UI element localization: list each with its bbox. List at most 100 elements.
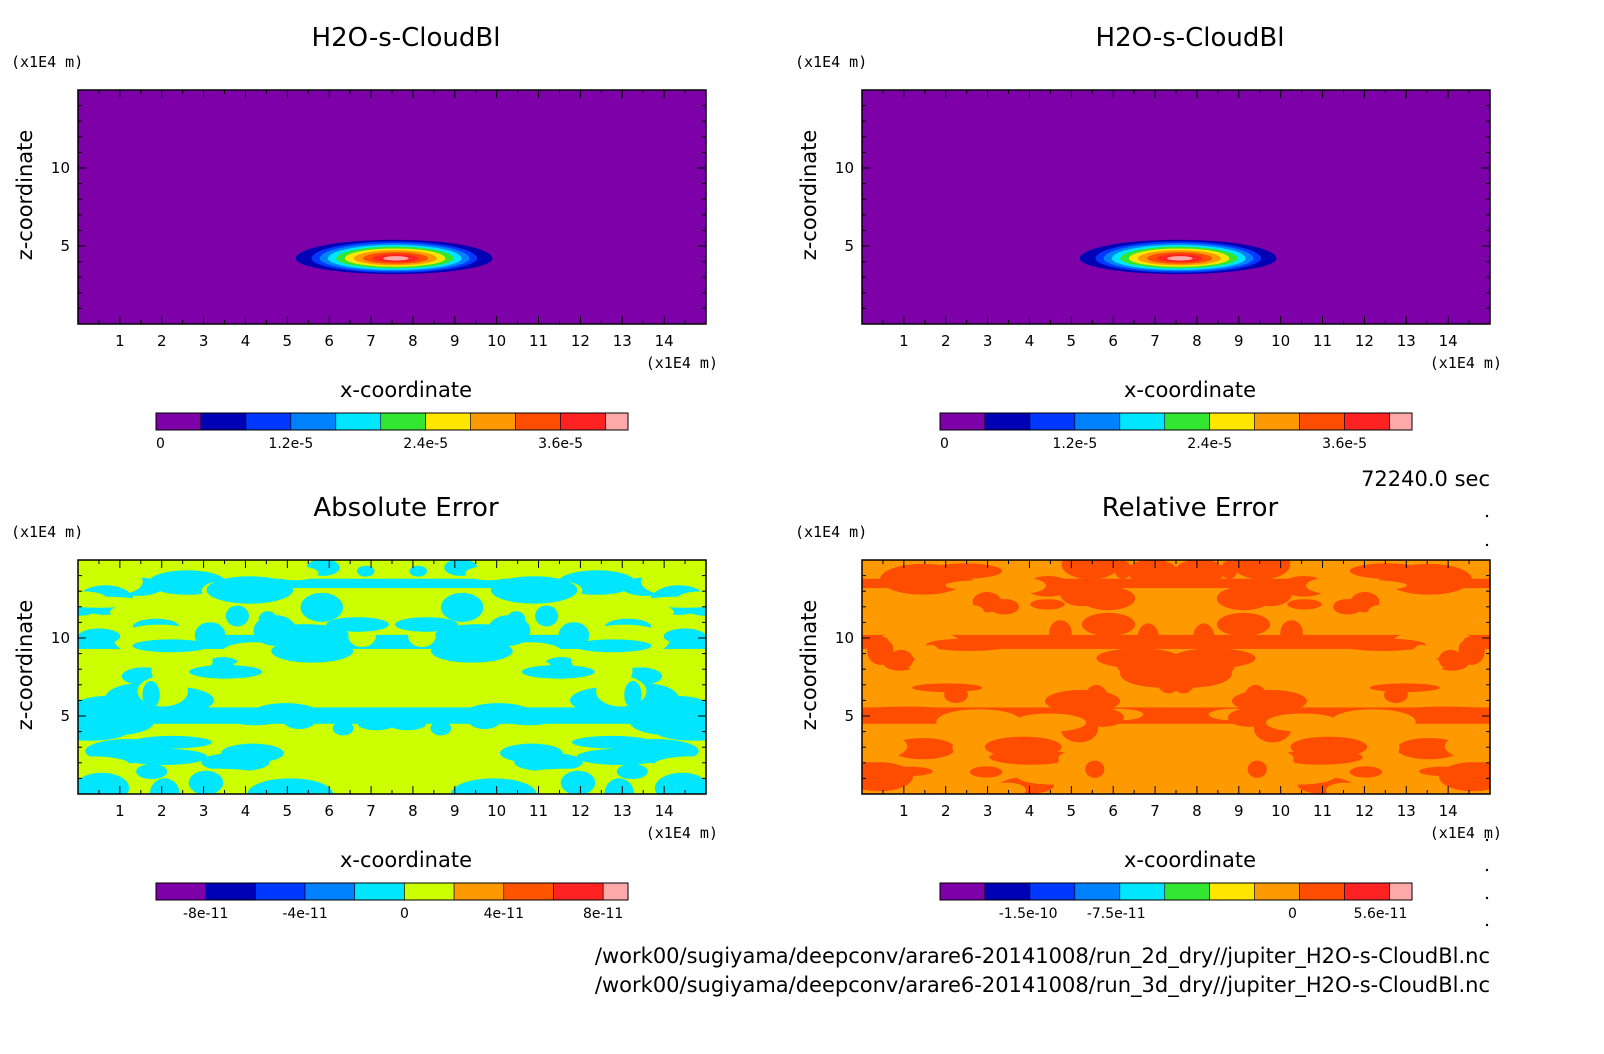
x-tick-label: 2: [941, 802, 951, 820]
error-blob: [616, 763, 648, 780]
error-blob: [451, 778, 537, 794]
error-blob: [1061, 560, 1120, 580]
error-blob: [1439, 762, 1490, 792]
error-blob: [78, 756, 130, 773]
error-blob: [388, 717, 427, 731]
error-blob: [506, 715, 552, 726]
margin-dot: [1485, 514, 1489, 518]
error-blob: [1330, 709, 1416, 735]
error-blob: [952, 735, 984, 760]
error-blob: [640, 695, 706, 721]
colorbar-cell: [1164, 882, 1211, 901]
x-tick-label: 3: [983, 332, 993, 350]
error-blob: [969, 766, 1003, 778]
error-blob: [1400, 706, 1490, 715]
error-blob: [151, 656, 188, 686]
error-blob: [1044, 689, 1121, 713]
error-blob: [1325, 743, 1357, 754]
error-blob: [343, 752, 376, 779]
footer-file-b: /work00/sugiyama/deepconv/arare6-2014100…: [595, 973, 1490, 998]
error-blob: [271, 639, 354, 663]
error-blob: [654, 756, 706, 773]
error-blob: [560, 770, 596, 794]
x-unit-label: (x1E4 m): [1430, 824, 1502, 842]
error-blob: [1349, 766, 1383, 778]
error-blob: [120, 748, 208, 765]
error-blob: [465, 566, 513, 581]
colorbar-tick-label: -7.5e-11: [1087, 906, 1146, 922]
x-tick-label: 1: [115, 332, 125, 350]
y-unit-label: (x1E4 m): [795, 53, 867, 71]
x-tick-label: 6: [324, 332, 334, 350]
error-blob: [297, 677, 326, 699]
error-blob: [1374, 656, 1445, 675]
error-blob: [78, 596, 145, 608]
x-tick-label: 8: [1192, 332, 1202, 350]
x-unit-label: (x1E4 m): [1430, 354, 1502, 372]
x-unit-label: (x1E4 m): [646, 824, 718, 842]
error-blob: [1172, 648, 1256, 669]
error-blob: [945, 579, 1037, 591]
error-blob: [1365, 605, 1389, 631]
x-tick-label: 3: [983, 802, 993, 820]
x-tick-label: 5: [1067, 802, 1077, 820]
colorbar-tick-label: -1.5e-10: [999, 906, 1058, 922]
error-blob: [490, 576, 578, 604]
error-blob: [574, 639, 652, 653]
x-tick-label: 14: [655, 332, 674, 350]
x-tick-label: 13: [1397, 802, 1416, 820]
colorbar: 0 1.2e-5 2.4e-5 3.6e-5: [155, 412, 629, 452]
error-blob: [1444, 731, 1490, 761]
plot-area: [78, 560, 706, 794]
x-tick-label: 9: [450, 802, 460, 820]
chart-title: Relative Error: [1102, 493, 1279, 523]
y-tick-label: 5: [844, 237, 854, 255]
x-tick-label: 6: [324, 802, 334, 820]
colorbar-cell: [1209, 412, 1255, 431]
x-axis-label: x-coordinate: [340, 378, 472, 402]
error-blob: [1396, 737, 1462, 760]
error-blob: [576, 748, 664, 765]
error-blob: [132, 735, 212, 749]
error-blob: [430, 720, 452, 736]
error-blob: [514, 752, 583, 772]
y-tick-label: 5: [60, 237, 70, 255]
colorbar-tick-label: 3.6e-5: [1322, 436, 1367, 452]
chart-panel-3: Absolute Error(x1E4 m)1 2 3 4 5 6 7 8 9 10 11 12 13 1…: [11, 493, 718, 922]
colorbar-tick-label: 4e-11: [484, 906, 524, 922]
error-blob: [867, 636, 894, 665]
x-tick-label: 10: [1271, 802, 1290, 820]
x-tick-label: 13: [1397, 332, 1416, 350]
x-tick-label: 2: [941, 332, 951, 350]
colorbar-cell: [560, 412, 606, 431]
error-blob: [78, 721, 129, 741]
margin-dot: [1485, 543, 1489, 547]
error-blob: [225, 605, 249, 627]
error-blob: [1333, 598, 1363, 615]
colorbar: -1.5e-10 -7.5e-11 0 5.6e-11: [939, 882, 1413, 922]
error-blob: [1137, 623, 1159, 651]
error-blob: [944, 686, 968, 703]
y-unit-label: (x1E4 m): [795, 523, 867, 541]
error-blob: [920, 644, 941, 671]
colorbar-cell: [1389, 412, 1413, 431]
error-blob: [201, 752, 270, 772]
error-blob: [1441, 628, 1465, 646]
x-tick-label: 11: [1313, 802, 1332, 820]
x-tick-label: 5: [283, 332, 293, 350]
colorbar-cell: [605, 412, 629, 431]
colorbar-cell: [1209, 882, 1255, 901]
error-blob: [1114, 560, 1132, 579]
y-tick-label: 10: [835, 159, 854, 177]
error-blob: [604, 778, 635, 794]
error-blob: [409, 565, 427, 577]
error-blob: [395, 617, 458, 632]
colorbar-cell: [205, 882, 256, 901]
x-tick-label: 12: [1355, 802, 1374, 820]
error-blob: [271, 566, 319, 581]
error-blob: [1384, 686, 1408, 703]
y-axis-label: z-coordinate: [797, 130, 821, 261]
error-blob: [407, 746, 491, 758]
error-blob: [300, 592, 344, 622]
error-blob: [1216, 586, 1272, 611]
